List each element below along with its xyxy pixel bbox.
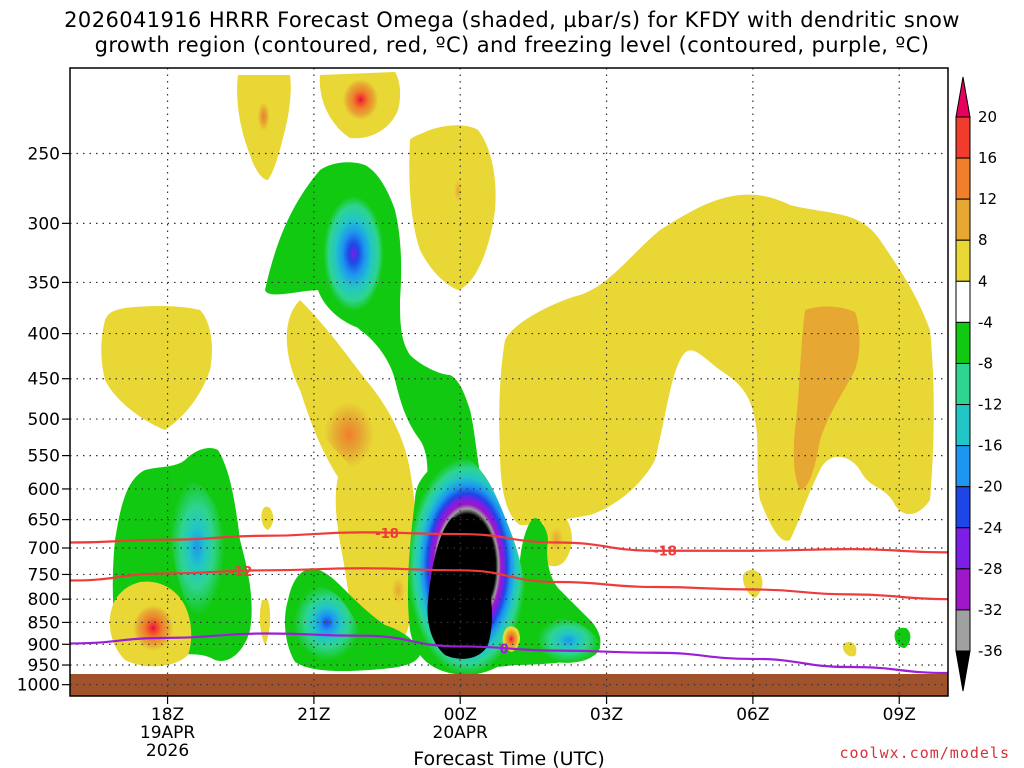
- y-tick-label: 400: [28, 325, 60, 345]
- colorbar-label: 16: [978, 149, 997, 167]
- x-tick-label: 2026: [146, 741, 189, 761]
- colorbar-label: -16: [978, 437, 1003, 455]
- colorbar-swatch: [955, 280, 971, 323]
- y-tick-label: 600: [28, 480, 60, 500]
- omega-region-downward: [338, 74, 383, 125]
- colorbar-swatch: [955, 609, 971, 652]
- colorbar-swatch: [955, 157, 971, 200]
- omega-region-downward: [502, 626, 520, 652]
- colorbar-swatch: [955, 486, 971, 529]
- y-tick-label: 800: [28, 590, 60, 610]
- colorbar-swatch: [955, 198, 971, 241]
- colorbar-label: 12: [978, 190, 997, 208]
- omega-region-upward: [293, 584, 360, 661]
- y-tick-label: 700: [28, 539, 60, 559]
- y-tick-label: 250: [28, 144, 60, 164]
- surface-ground: [70, 674, 948, 696]
- contour-label: 0: [500, 642, 509, 657]
- omega-region-downward: [540, 512, 572, 567]
- colorbar-label: -28: [978, 560, 1003, 578]
- colorbar-label: -32: [978, 601, 1003, 619]
- colorbar-label: -4: [978, 313, 993, 331]
- contour-label: -18: [375, 527, 399, 542]
- y-tick-label: 1000: [17, 676, 60, 696]
- x-tick-label: 03Z: [590, 705, 623, 725]
- contour-line: [70, 531, 948, 554]
- colorbar-min-arrow: [955, 650, 971, 692]
- omega-region-downward: [742, 569, 763, 598]
- contour-labels: -18 -18 -12 0: [229, 527, 677, 658]
- omega-region-downward: [499, 194, 934, 541]
- y-axis-ticks: 2503003504004505005506006507007508008509…: [17, 144, 70, 696]
- y-tick-label: 850: [28, 613, 60, 633]
- colorbar-label: 4: [978, 272, 988, 290]
- colorbar-label: 8: [978, 231, 988, 249]
- omega-region-downward: [449, 165, 467, 215]
- y-tick-label: 650: [28, 511, 60, 531]
- colorbar-swatch: [955, 404, 971, 447]
- source-credit: coolwx.com/models: [839, 744, 1010, 762]
- omega-region-downward: [842, 642, 857, 657]
- x-tick-label: 06Z: [736, 705, 769, 725]
- chart-title: 2026041916 HRRR Forecast Omega (shaded, …: [0, 8, 1024, 58]
- contour-label: -18: [653, 545, 677, 560]
- x-tick-label: 00Z: [444, 705, 477, 725]
- omega-region-downward: [307, 379, 391, 490]
- omega-region-upward: [313, 177, 394, 330]
- omega-region-downward: [253, 93, 274, 140]
- colorbar-label: -20: [978, 478, 1003, 496]
- y-tick-label: 450: [28, 370, 60, 390]
- omega-shaded-field: [101, 72, 934, 675]
- colorbar-legend: 20 16 12 8 4 -4 -8 -12 -16 -20 -24 -28 -32 -36: [955, 76, 1003, 692]
- plot-frame: [69, 67, 949, 697]
- x-tick-label: 20APR: [433, 723, 489, 743]
- omega-region-downward: [793, 306, 860, 490]
- x-tick-label: 09Z: [883, 705, 916, 725]
- y-tick-label: 950: [28, 656, 60, 676]
- colorbar-max-arrow: [955, 76, 971, 118]
- colorbar-label: 20: [978, 108, 997, 126]
- temperature-contours: [70, 531, 948, 675]
- x-tick-label: 21Z: [297, 705, 330, 725]
- colorbar-label: -8: [978, 354, 993, 372]
- grid-lines: [70, 68, 948, 696]
- colorbar-swatch: [955, 568, 971, 611]
- contour-label: -12: [229, 565, 253, 580]
- omega-region-downward: [128, 599, 179, 657]
- omega-region-upward: [169, 478, 225, 615]
- y-tick-label: 750: [28, 565, 60, 585]
- colorbar-label: -36: [978, 642, 1003, 660]
- chart-title-line-1: 2026041916 HRRR Forecast Omega (shaded, …: [64, 8, 960, 32]
- colorbar-label: -24: [978, 519, 1003, 537]
- y-tick-label: 900: [28, 635, 60, 655]
- x-tick-label: 18Z: [151, 705, 184, 725]
- colorbar-swatch: [955, 321, 971, 364]
- omega-region-downward: [101, 305, 212, 430]
- colorbar-swatch: [955, 239, 971, 282]
- contour-line: [70, 632, 948, 675]
- contour-line: [70, 567, 948, 601]
- colorbar-swatch: [955, 362, 971, 406]
- colorbar-swatch: [955, 445, 971, 488]
- colorbar-label: -12: [978, 396, 1003, 414]
- y-tick-label: 300: [28, 214, 60, 234]
- omega-region-upward: [894, 627, 911, 648]
- omega-region-downward: [383, 562, 413, 618]
- omega-region-downward: [261, 506, 274, 530]
- y-tick-label: 350: [28, 273, 60, 293]
- x-tick-label: 19APR: [140, 723, 196, 743]
- x-axis-label: Forecast Time (UTC): [413, 748, 604, 768]
- colorbar-swatch: [955, 527, 971, 570]
- chart-title-line-2: growth region (contoured, red, ºC) and f…: [94, 33, 930, 57]
- y-tick-label: 500: [28, 410, 60, 430]
- omega-region-downward: [409, 125, 496, 290]
- colorbar-swatch: [955, 116, 971, 159]
- y-tick-label: 550: [28, 447, 60, 467]
